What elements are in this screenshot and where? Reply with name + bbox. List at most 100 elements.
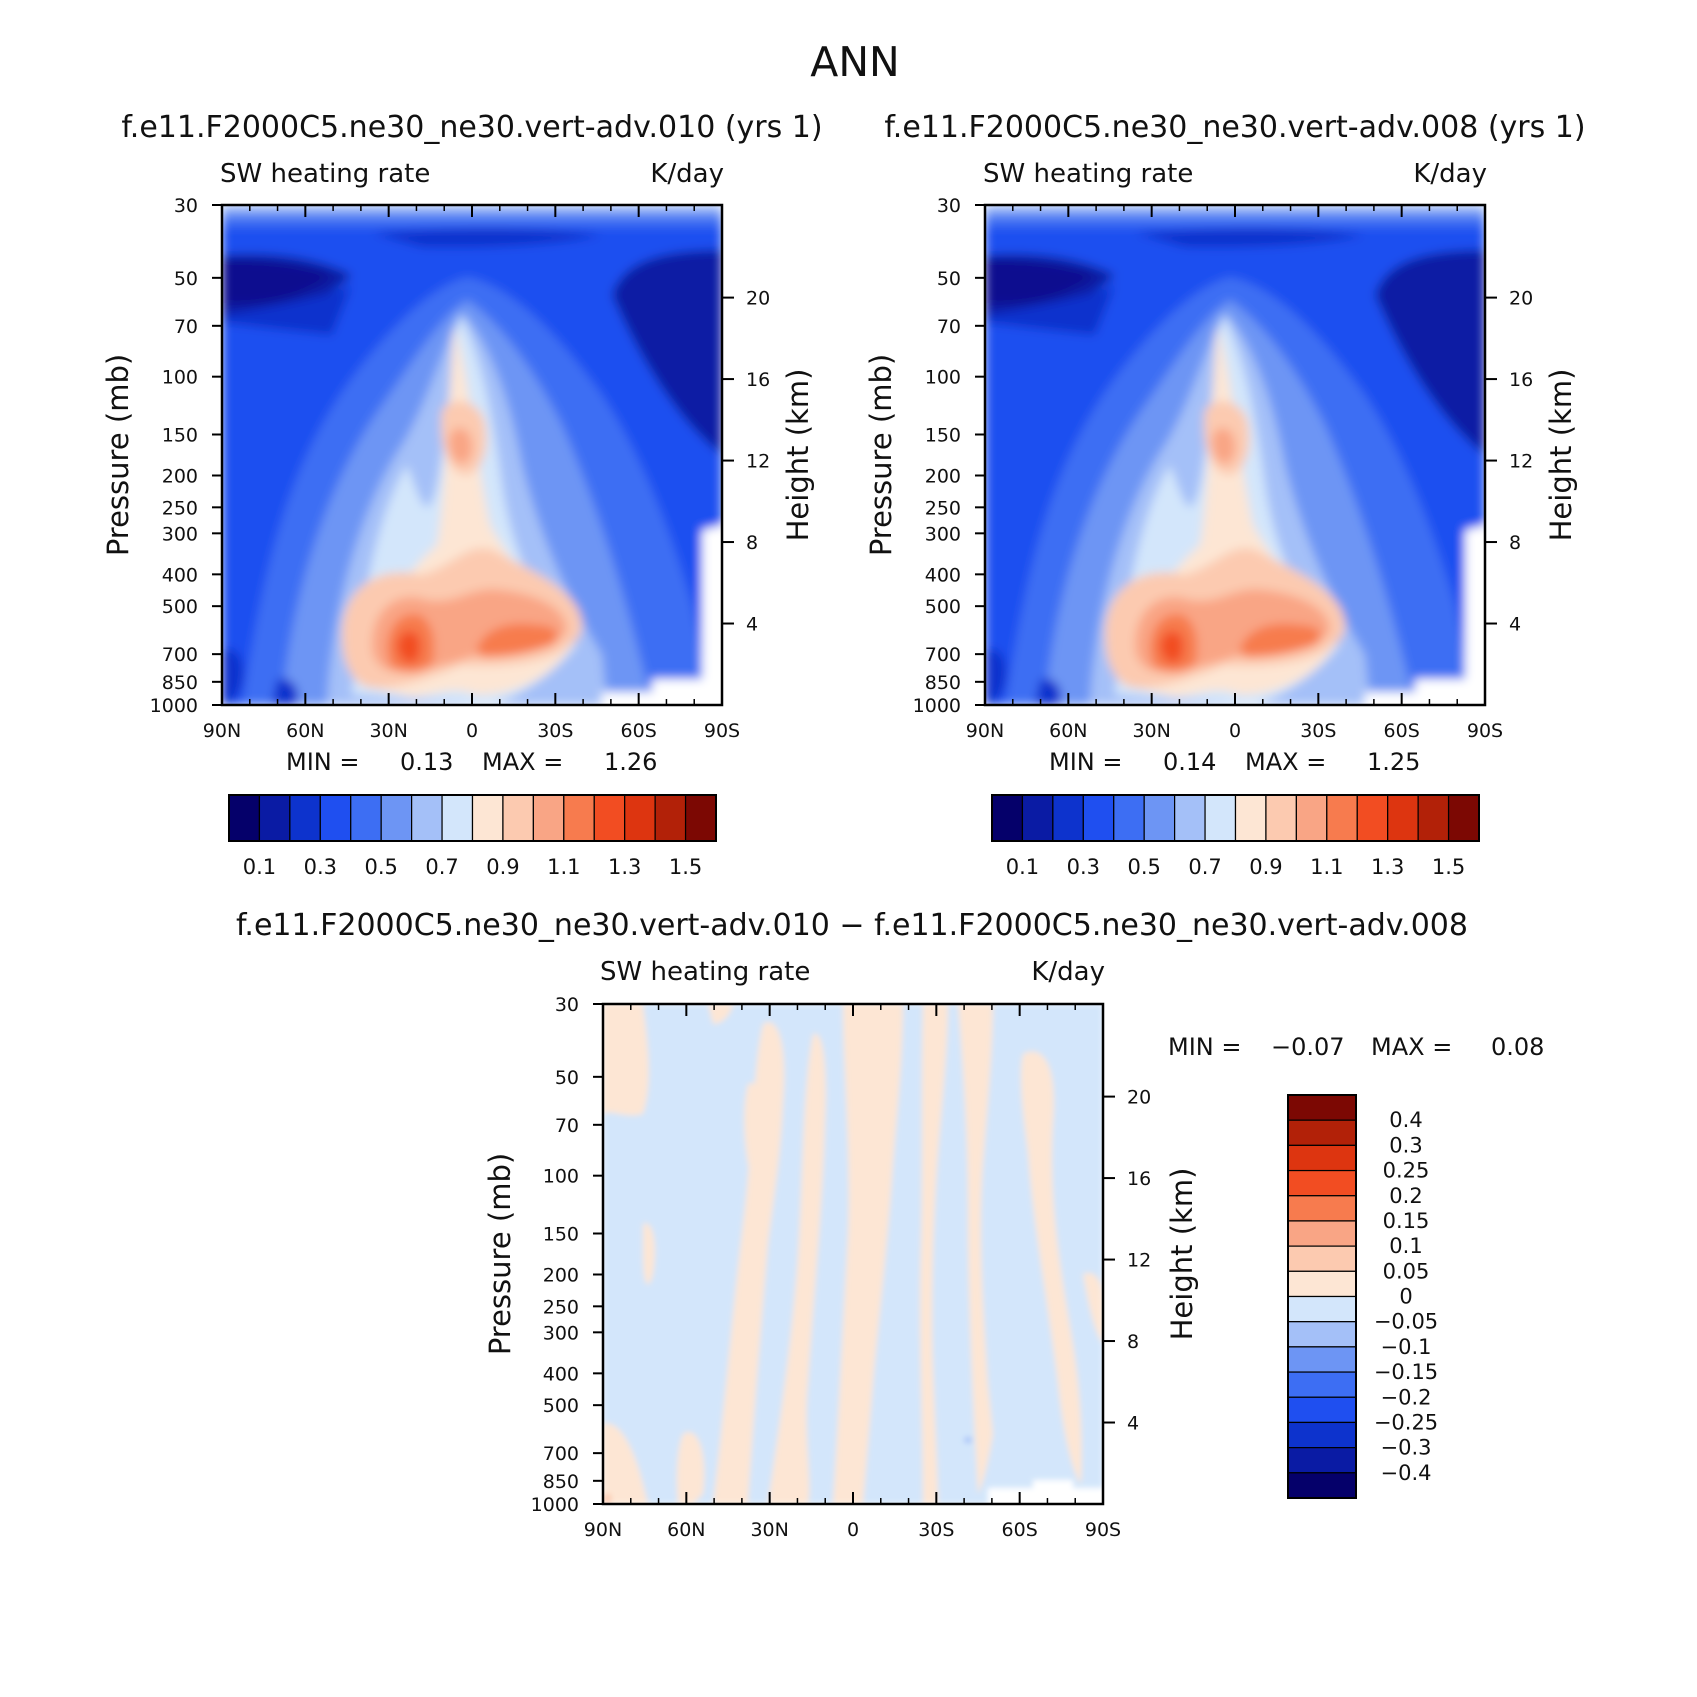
panel-3-colorbar-box — [1287, 1195, 1357, 1222]
panel-2-colorbar: 0.1 0.3 0.5 0.7 0.9 1.1 1.3 1.5 — [991, 794, 1480, 879]
panel-2-colorbar-frame — [991, 794, 1480, 842]
panel-1-colorbar-box — [502, 794, 534, 842]
panel-1-ytick-label: 150 — [162, 424, 198, 446]
panel-2-ytick-label: 850 — [925, 672, 961, 694]
panel-2-xtick-label: 30N — [1132, 720, 1170, 742]
panel-1: f.e11.F2000C5.ne30_ne30.vert-adv.010 (yr… — [101, 110, 823, 879]
panel-3-colorbar-box — [1287, 1295, 1357, 1323]
panel-2-y2label: Height (km) — [1544, 369, 1578, 542]
panel-1-ytick-label: 700 — [162, 644, 198, 666]
panel-2-colorbar-box — [1174, 794, 1206, 842]
panel-2-y2tick-label: 8 — [1509, 532, 1521, 554]
panel-2-max-value: 1.25 — [1367, 748, 1420, 776]
panel-3-contour-field — [603, 1004, 1103, 1504]
panel-3-xtick-label: 30S — [918, 1519, 954, 1541]
panel-3-left-label: SW heating rate — [600, 957, 810, 987]
panel-3-min-label: MIN = — [1168, 1033, 1241, 1061]
panel-2-colorbar-box — [1143, 794, 1176, 842]
panel-2-xtick-label: 90N — [966, 720, 1004, 742]
panel-2-y2tick-label: 12 — [1509, 451, 1533, 473]
panel-3-colorbar-box — [1287, 1119, 1357, 1146]
panel-3-colorbar-label: 0.25 — [1383, 1159, 1430, 1183]
panel-3-y2label: Height (km) — [1165, 1168, 1199, 1341]
panel-3-ytick-label: 70 — [555, 1115, 579, 1137]
panel-2-xtick-label: 0 — [1229, 720, 1241, 742]
panel-1-ytick-label: 300 — [162, 523, 198, 545]
panel-3-y2tick-label: 12 — [1127, 1250, 1151, 1272]
panel-3-ytick-label: 150 — [543, 1223, 579, 1245]
panel-2-colorbar-box — [991, 794, 1024, 842]
panel-2-colorbar-box — [1052, 794, 1084, 842]
panel-3-colorbar-box — [1287, 1396, 1357, 1424]
panel-3-colorbar-box — [1287, 1371, 1357, 1398]
figure-title: ANN — [810, 38, 899, 86]
panel-2-colorbar-label: 1.5 — [1432, 855, 1465, 879]
panel-3-colorbar-label: 0.2 — [1389, 1184, 1422, 1208]
panel-1-y2label: Height (km) — [781, 369, 815, 542]
panel-2-ytick-label: 700 — [925, 644, 961, 666]
panel-2-colorbar-label: 0.5 — [1127, 855, 1160, 879]
panel-1-xtick-label: 30S — [537, 720, 573, 742]
panel-3-colorbar-label: −0.05 — [1374, 1310, 1438, 1334]
panel-1-colorbar-box — [684, 794, 717, 842]
panel-3-ytick-label: 850 — [543, 1471, 579, 1493]
panel-1-colorbar-box — [380, 794, 413, 842]
panel-3-colorbar-label: −0.1 — [1381, 1335, 1432, 1359]
panel-1-colorbar-box — [624, 794, 656, 842]
panel-2-colorbar-box — [1447, 794, 1480, 842]
panel-1-colorbar-box — [319, 794, 352, 842]
panel-1-contour-field — [222, 205, 722, 705]
panel-3-colorbar-label: 0.3 — [1389, 1133, 1422, 1157]
panel-1-colorbar-label: 1.1 — [547, 855, 580, 879]
panel-2-colorbar-label: 0.3 — [1067, 855, 1100, 879]
panel-2-ytick-label: 70 — [937, 316, 961, 338]
panel-3-ylabel: Pressure (mb) — [483, 1153, 517, 1355]
panel-3-ytick-label: 500 — [543, 1395, 579, 1417]
panel-1-ytick-label: 30 — [174, 195, 198, 217]
panel-3-xtick-label: 90N — [584, 1519, 622, 1541]
panel-1-right-label: K/day — [650, 159, 724, 189]
panel-1-ytick-label: 50 — [174, 268, 198, 290]
panel-1-y2tick-label: 4 — [746, 614, 758, 636]
panel-3-y2tick-label: 8 — [1127, 1331, 1139, 1353]
panel-3-colorbar-box — [1287, 1169, 1357, 1197]
panel-2-colorbar-box — [1082, 794, 1115, 842]
panel-2-left-label: SW heating rate — [983, 159, 1193, 189]
panel-3-ytick-label: 300 — [543, 1322, 579, 1344]
panel-2-colorbar-box — [1113, 794, 1145, 842]
panel-1-colorbar-frame — [228, 794, 717, 842]
panel-2-colorbar-box — [1265, 794, 1297, 842]
panel-3-max-label: MAX = — [1371, 1033, 1452, 1061]
panel-1-ytick-label: 70 — [174, 316, 198, 338]
panel-3-colorbar-box — [1287, 1447, 1357, 1474]
panel-1-colorbar-box — [350, 794, 382, 842]
panel-2-colorbar-box — [1295, 794, 1328, 842]
panel-1-xtick-label: 0 — [466, 720, 478, 742]
panel-1-ytick-label: 400 — [162, 564, 198, 586]
panel-2-xtick-label: 30S — [1300, 720, 1336, 742]
panel-3-colorbar-label: −0.4 — [1381, 1461, 1432, 1485]
panel-2-y2tick-label: 20 — [1509, 288, 1533, 310]
panel-3-colorbar-label: −0.3 — [1381, 1436, 1432, 1460]
panel-3-colorbar-box — [1287, 1321, 1357, 1348]
panel-1-max-value: 1.26 — [604, 748, 657, 776]
panel-3-colorbar-box — [1287, 1270, 1357, 1298]
panel-2-colorbar-box — [1387, 794, 1419, 842]
panel-3-xtick-label: 0 — [847, 1519, 859, 1541]
panel-2-ytick-label: 500 — [925, 596, 961, 618]
panel-2-colorbar-box — [1326, 794, 1358, 842]
panel-1-colorbar-label: 0.9 — [486, 855, 519, 879]
panel-2-ytick-label: 30 — [937, 195, 961, 217]
panel-1-colorbar-box — [532, 794, 565, 842]
panel-1-ytick-label: 850 — [162, 672, 198, 694]
panel-1-y2tick-label: 16 — [746, 369, 770, 391]
panel-1-ytick-label: 1000 — [150, 695, 198, 717]
panel-1-case-title: f.e11.F2000C5.ne30_ne30.vert-adv.010 (yr… — [121, 110, 822, 145]
panel-1-colorbar-box — [228, 794, 261, 842]
panel-3-xtick-label: 60S — [1002, 1519, 1038, 1541]
panel-3-max-value: 0.08 — [1491, 1033, 1544, 1061]
panel-3-colorbar-label: 0.4 — [1389, 1108, 1422, 1132]
panel-3-colorbar: 0.40.30.250.20.150.10.050−0.05−0.1−0.15−… — [1287, 1094, 1438, 1499]
panel-2-ytick-label: 300 — [925, 523, 961, 545]
panel-1-ytick-label: 200 — [162, 466, 198, 488]
